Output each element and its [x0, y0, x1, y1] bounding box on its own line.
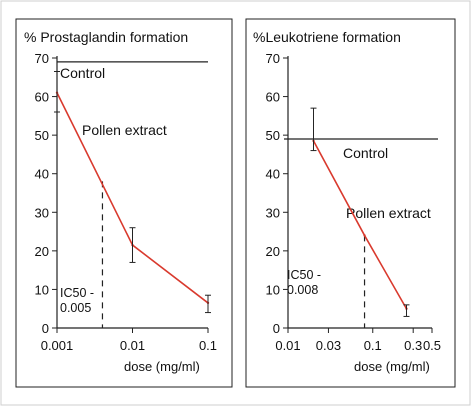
- x-tick-label: 0.03: [316, 338, 341, 353]
- y-tick-label: 50: [266, 128, 280, 143]
- control-label: Control: [60, 65, 105, 81]
- series-label: Pollen extract: [82, 122, 167, 138]
- y-tick-label: 0: [42, 321, 49, 336]
- y-tick-label: 30: [35, 205, 49, 220]
- y-tick-label: 70: [35, 51, 49, 66]
- x-tick-label: 0.1: [364, 338, 382, 353]
- panel-prostaglandin: % Prostaglandin formation dose (mg/ml) C…: [15, 18, 233, 388]
- data-point: [363, 234, 366, 237]
- y-tick-label: 30: [266, 205, 280, 220]
- y-tick-label: 40: [35, 167, 49, 182]
- y-tick-label: 10: [266, 282, 280, 297]
- x-axis-label: dose (mg/ml): [354, 359, 430, 374]
- y-tick-label: 0: [273, 321, 280, 336]
- x-tick-label: 0.001: [41, 338, 74, 353]
- ic50-label-line1: IC50 -: [60, 286, 94, 300]
- y-tick-label: 60: [266, 90, 280, 105]
- x-tick-label: 0.01: [275, 338, 300, 353]
- panel-leukotriene: %Leukotriene formation dose (mg/ml) Cont…: [245, 18, 456, 388]
- x-tick-label: 0.3: [404, 338, 422, 353]
- ic50-label-line1: IC50 -: [287, 268, 321, 282]
- y-tick-label: 70: [266, 51, 280, 66]
- x-tick-label: 0.1: [199, 338, 217, 353]
- y-tick-label: 10: [35, 282, 49, 297]
- y-tick-label: 50: [35, 128, 49, 143]
- y-tick-label: 40: [266, 167, 280, 182]
- y-tick-label: 60: [35, 90, 49, 105]
- panel-frame: [245, 18, 456, 388]
- series-label: Pollen extract: [346, 205, 431, 221]
- chart-title: % Prostaglandin formation: [24, 29, 188, 45]
- panel-frame: [15, 18, 233, 388]
- ic50-label-line2: 0.005: [60, 301, 91, 315]
- y-tick-label: 20: [266, 244, 280, 259]
- ic50-label-line2: 0.008: [287, 283, 318, 297]
- y-tick-label: 20: [35, 244, 49, 259]
- control-label: Control: [343, 145, 388, 161]
- x-axis-label: dose (mg/ml): [124, 359, 200, 374]
- x-tick-label: 0.5: [423, 338, 441, 353]
- chart-title: %Leukotriene formation: [253, 29, 401, 45]
- x-tick-label: 0.01: [120, 338, 145, 353]
